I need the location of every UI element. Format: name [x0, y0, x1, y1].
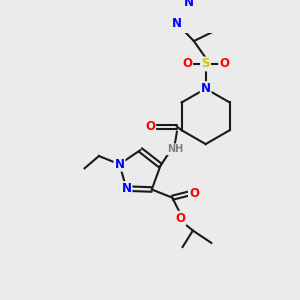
- Text: N: N: [122, 182, 131, 195]
- Text: N: N: [172, 17, 182, 30]
- Text: N: N: [183, 0, 194, 9]
- Text: O: O: [219, 58, 229, 70]
- Text: N: N: [201, 82, 211, 95]
- Text: O: O: [145, 120, 155, 133]
- Text: N: N: [115, 158, 124, 171]
- Text: O: O: [182, 58, 192, 70]
- Text: S: S: [201, 58, 210, 70]
- Text: NH: NH: [167, 144, 183, 154]
- Text: O: O: [189, 187, 199, 200]
- Text: O: O: [176, 212, 186, 225]
